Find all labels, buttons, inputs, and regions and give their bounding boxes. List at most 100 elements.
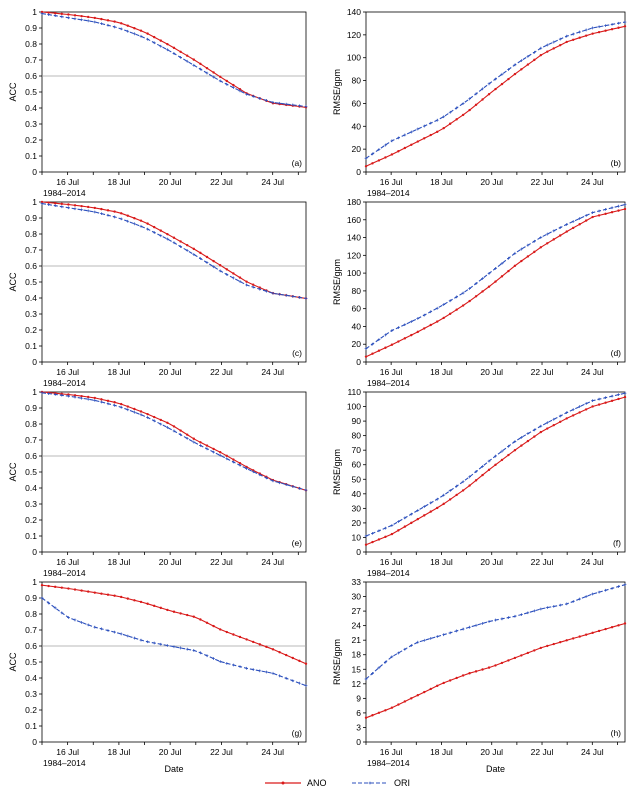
ano-data-point (179, 240, 182, 243)
ori-data-point (159, 234, 163, 238)
ano-data-point (397, 529, 400, 532)
ori-data-point (139, 224, 143, 228)
ori-data-point (571, 220, 575, 223)
ano-data-point (597, 629, 601, 633)
ano-data-point (212, 447, 215, 451)
ori-data-point (513, 614, 517, 618)
ano-data-point (139, 29, 143, 32)
ano-data-point (205, 255, 209, 259)
ano-data-point (238, 462, 242, 465)
ori-data-point (60, 393, 64, 397)
ori-data-point (113, 630, 116, 634)
ano-data-point (93, 591, 97, 594)
x-tick-label: 22 Jul (210, 367, 233, 377)
ano-data-point (80, 394, 83, 398)
ano-data-point (474, 670, 478, 673)
ori-data-point (442, 115, 446, 119)
plot-frame (41, 201, 307, 363)
ano-data-point (520, 654, 523, 657)
y-tick-label: 0.1 (25, 151, 37, 161)
ano-data-point (172, 425, 176, 428)
ano-data-point (539, 246, 543, 249)
ori-data-point (474, 470, 478, 473)
ano-data-point (271, 648, 275, 651)
ori-data-point (591, 592, 595, 596)
ano-data-point (604, 212, 607, 216)
ano-data-point (559, 640, 562, 644)
ano-data-point (513, 448, 517, 452)
x-tick-label: 24 Jul (581, 747, 604, 757)
ano-data-point (133, 599, 136, 602)
ori-data-point (448, 631, 452, 635)
ori-data-point (113, 215, 116, 219)
ano-data-point (238, 276, 242, 279)
ano-data-point (113, 20, 116, 23)
ori-data-point (571, 32, 575, 36)
y-tick-label: 60 (352, 460, 362, 470)
ori-data-point (481, 277, 484, 280)
ano-data-point (252, 469, 255, 472)
y-axis-label: ACC (8, 272, 18, 292)
ano-data-point (487, 93, 491, 96)
ori-data-point (487, 272, 491, 275)
ori-data-point (610, 587, 614, 590)
ano-data-point (500, 458, 504, 462)
ano-data-point (54, 202, 57, 205)
ori-data-point (53, 14, 57, 18)
ori-data-point (271, 291, 275, 295)
ori-data-point (429, 501, 433, 505)
ano-data-point (403, 700, 407, 703)
x-tick-label: 22 Jul (210, 747, 233, 757)
ori-data-point (100, 22, 103, 26)
ano-data-point (80, 14, 83, 18)
ori-data-point (422, 313, 426, 317)
y-tick-label: 120 (347, 30, 361, 40)
ano-data-point (455, 493, 458, 497)
x-tick-label: 24 Jul (261, 557, 284, 567)
ano-data-point (539, 430, 543, 434)
ori-data-point (507, 444, 510, 448)
ori-data-point (172, 52, 176, 55)
ori-data-point (258, 287, 262, 291)
ano-data-point (212, 71, 215, 74)
ano-data-point (67, 13, 70, 16)
ori-data-point (597, 209, 601, 213)
ori-data-point (442, 633, 446, 637)
ori-data-point (526, 55, 530, 58)
panel-label: (h) (611, 728, 622, 738)
ano-data-point (552, 642, 555, 646)
ano-data-point (106, 209, 110, 212)
ori-data-point (578, 597, 582, 601)
y-tick-label: 20 (352, 518, 362, 528)
chart-panel: 0 20 40 60 80 100 120 140 RMSE/gpm 16 Jul 18 Jul 20… (332, 7, 627, 198)
y-axis-label: RMSE/gpm (332, 69, 342, 115)
ano-data-point (623, 25, 627, 28)
ano-data-point (455, 676, 458, 680)
ori-data-point (192, 440, 196, 444)
ano-data-point (371, 714, 374, 717)
y-tick-label: 70 (352, 445, 362, 455)
ori-data-point (271, 101, 275, 104)
ori-data-point (371, 152, 374, 156)
ano-data-point (481, 473, 484, 477)
y-tick-label: 3 (356, 722, 361, 732)
ano-data-point (617, 397, 620, 401)
ano-data-point (225, 79, 228, 83)
ori-data-point (545, 43, 549, 47)
period-label: 1984‒2014 (367, 568, 410, 578)
x-tick-label: 24 Jul (581, 557, 604, 567)
y-tick-label: 0.8 (25, 419, 37, 429)
ano-data-point (47, 584, 50, 588)
ano-data-point (423, 137, 426, 140)
ano-data-point (533, 250, 536, 254)
chart-panel: 0 0.1 0.2 0.3 0.4 0.5 0.6 0.7 0.8 0.9 1 ACC 16 Jul 18… (8, 387, 308, 578)
ano-data-point (500, 82, 504, 86)
y-tick-label: 30 (352, 503, 362, 513)
ano-data-point (442, 502, 445, 506)
ori-data-point (520, 59, 523, 62)
y-tick-label: 80 (352, 286, 362, 296)
panel-label: (d) (611, 348, 622, 358)
ori-data-point (571, 600, 575, 603)
ano-data-point (265, 645, 268, 649)
ori-data-point (291, 103, 295, 107)
